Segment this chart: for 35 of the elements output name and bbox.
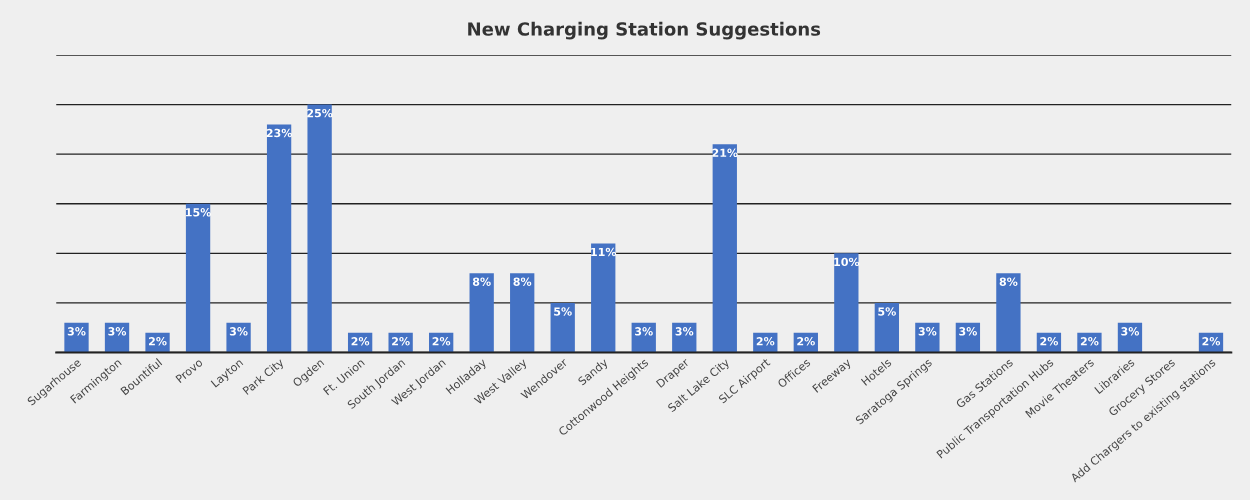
data-label: 8% xyxy=(472,277,491,286)
data-label: 3% xyxy=(1121,327,1140,336)
data-label: 2% xyxy=(392,337,410,346)
data-label: 2% xyxy=(797,337,815,346)
data-label: 2% xyxy=(756,337,775,346)
data-label: 8% xyxy=(513,277,532,286)
data-label: 3% xyxy=(67,327,86,336)
data-label: 3% xyxy=(675,327,694,336)
bar xyxy=(834,253,859,353)
data-label: 11% xyxy=(591,247,617,257)
bar xyxy=(185,203,211,353)
data-label: 3% xyxy=(108,327,127,336)
bar xyxy=(874,302,900,353)
data-label: 8% xyxy=(999,277,1018,286)
data-label: 5% xyxy=(554,307,572,316)
bar xyxy=(996,273,1021,353)
bar xyxy=(307,104,332,353)
data-label: 2% xyxy=(1080,337,1099,346)
data-label: 3% xyxy=(635,327,653,336)
bar xyxy=(266,124,292,353)
data-label: 5% xyxy=(878,307,896,316)
data-label: 2% xyxy=(148,337,167,346)
bar xyxy=(469,273,494,353)
data-label: 2% xyxy=(351,337,370,346)
data-label: 3% xyxy=(918,327,937,336)
data-label: 21% xyxy=(712,148,738,158)
data-label: 2% xyxy=(1040,337,1058,346)
data-label: 3% xyxy=(959,327,977,336)
data-label: 3% xyxy=(229,327,248,336)
data-label: 2% xyxy=(1202,337,1221,346)
chart-title: New Charging Station Suggestions xyxy=(468,21,821,40)
bar xyxy=(591,243,616,353)
data-label: 2% xyxy=(432,337,451,346)
bar xyxy=(510,273,535,353)
bar xyxy=(712,144,737,353)
